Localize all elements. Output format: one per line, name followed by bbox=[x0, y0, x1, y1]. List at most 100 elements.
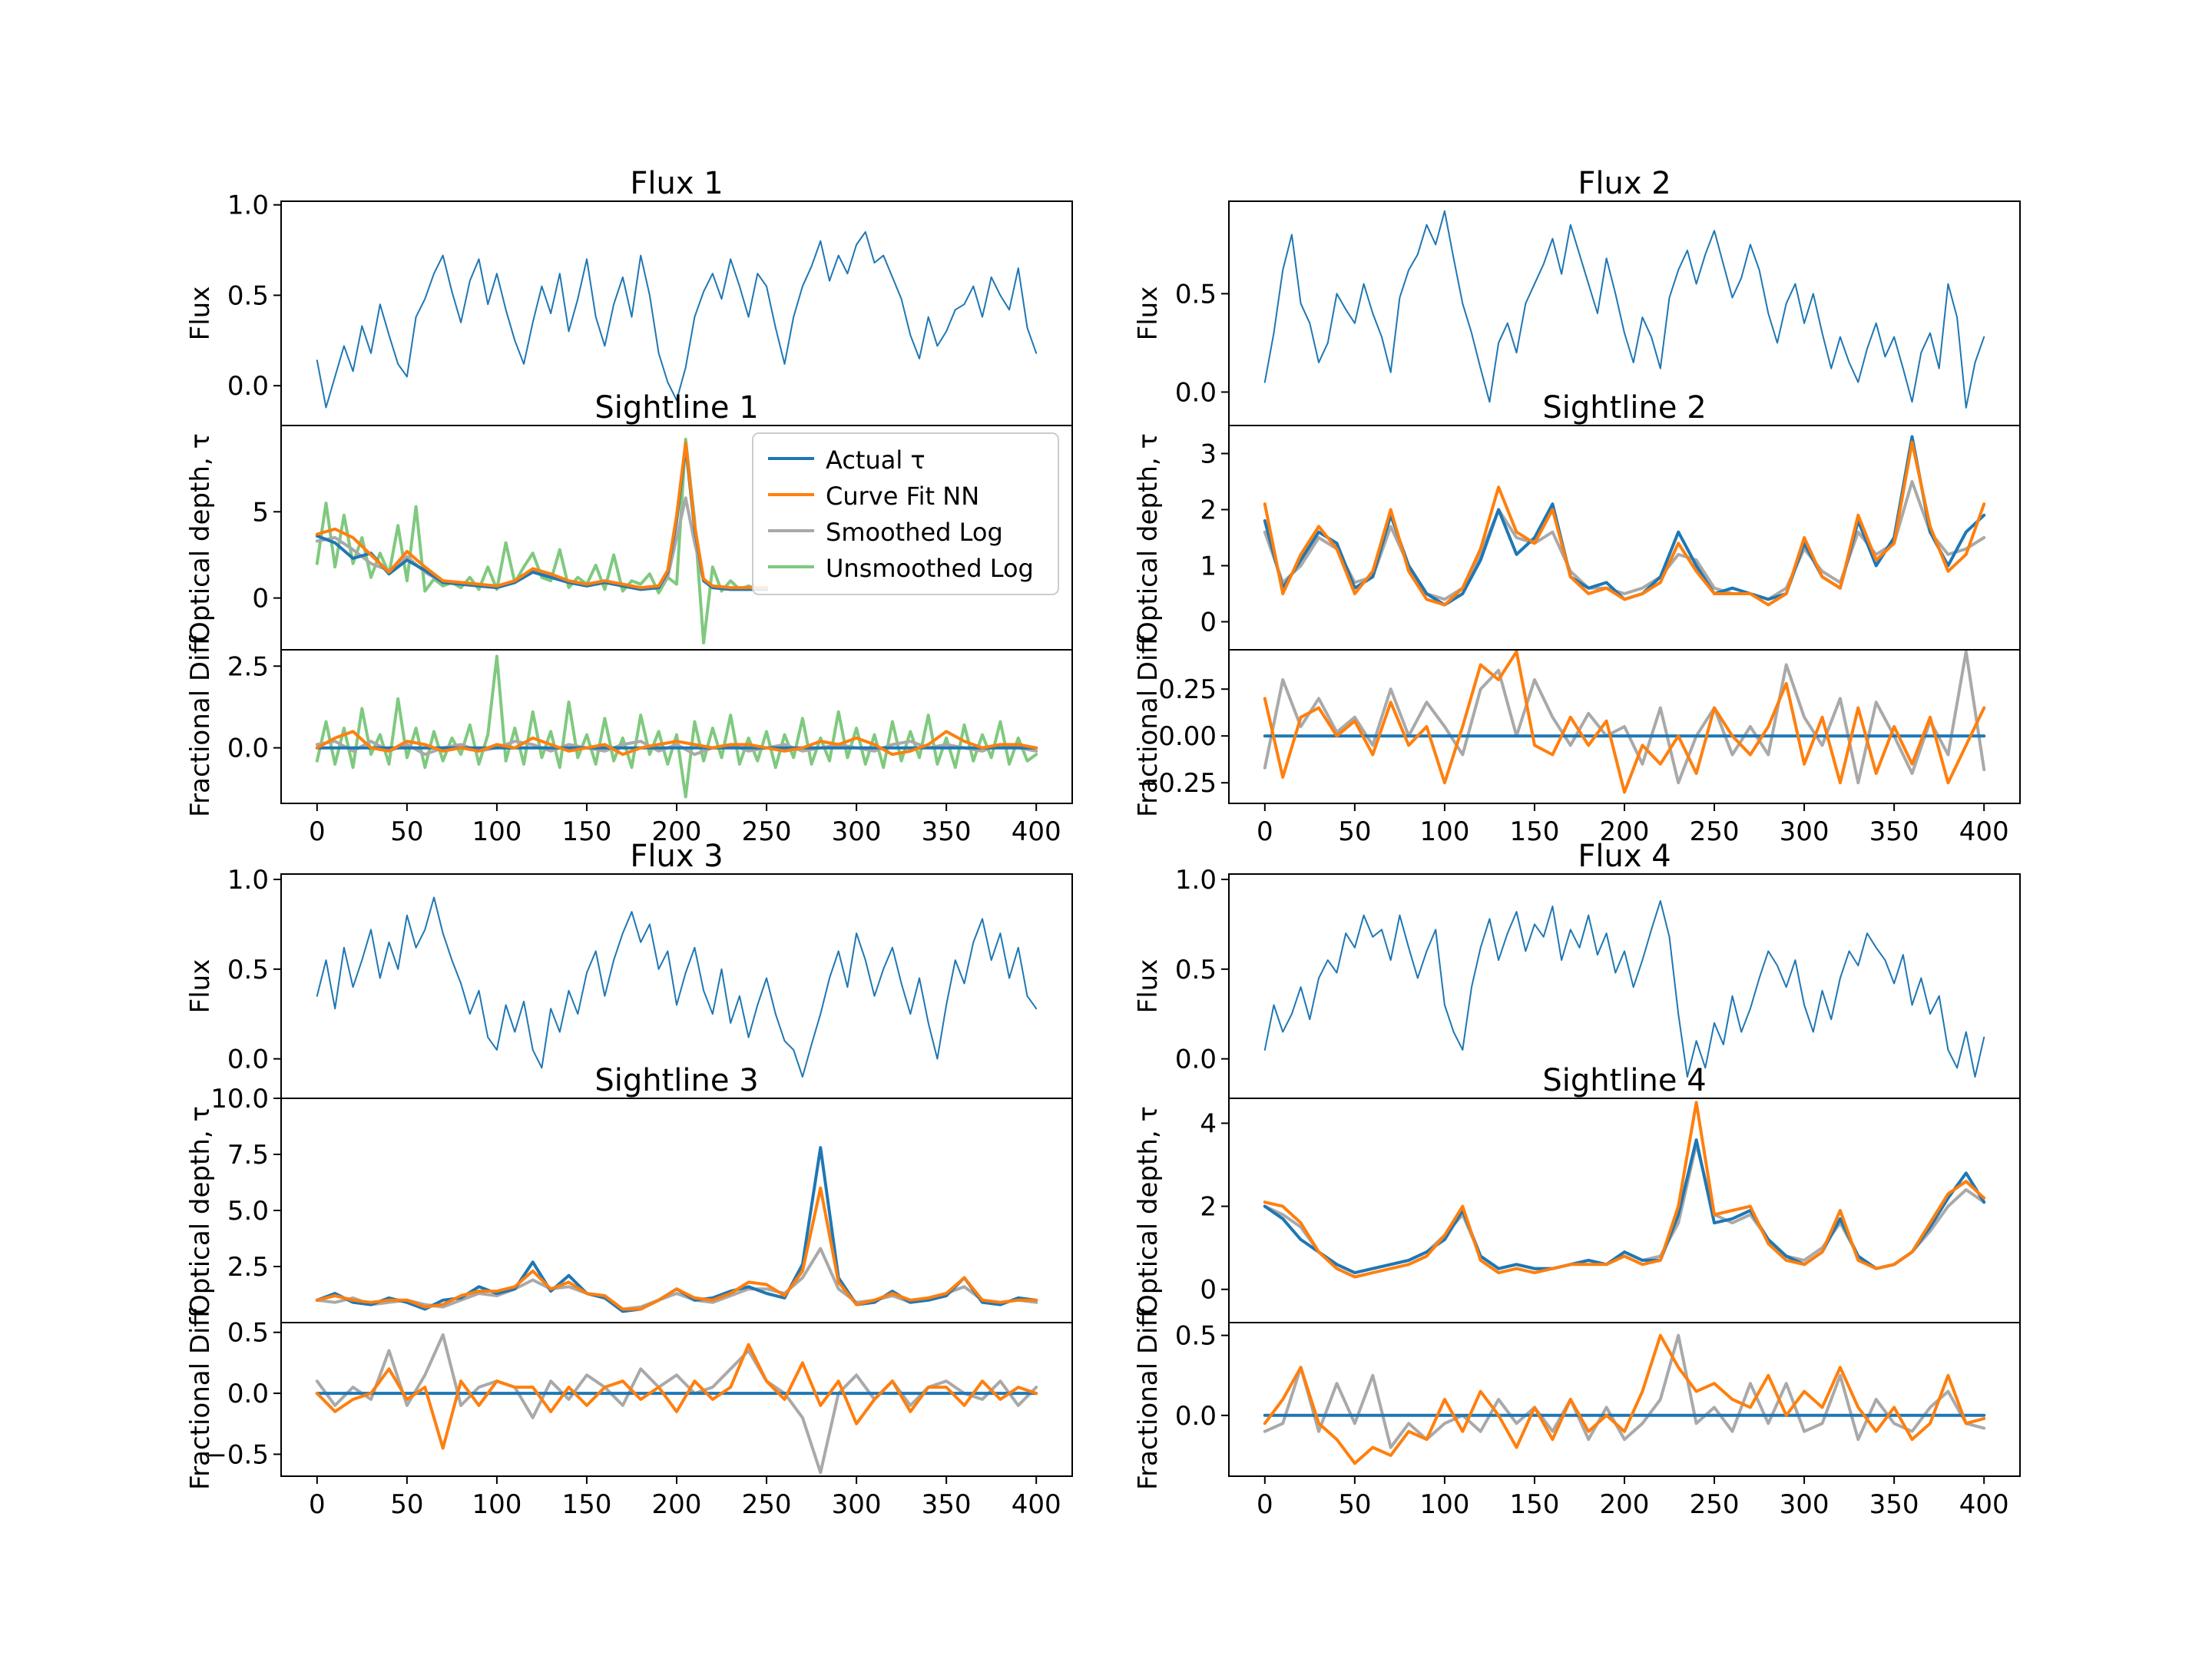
panel-title: Flux 1 bbox=[630, 166, 723, 201]
legend-label-smoothed: Smoothed Log bbox=[826, 518, 1003, 547]
y-axis-label: Fractional Diff bbox=[185, 634, 216, 816]
y-tick-label: 3 bbox=[1200, 439, 1217, 470]
y-tick-label: 0.5 bbox=[227, 955, 269, 985]
x-tick-label: 300 bbox=[1780, 1489, 1830, 1520]
series-line-flux bbox=[1263, 210, 1985, 409]
x-tick-label: 0 bbox=[1257, 816, 1273, 847]
panel-title: Sightline 3 bbox=[594, 1063, 758, 1098]
y-axis-label: Optical depth, τ bbox=[1133, 433, 1164, 642]
y-tick-label: 2 bbox=[1200, 1192, 1217, 1223]
y-tick-label: 2 bbox=[1200, 495, 1217, 526]
y-axis-label: Flux bbox=[1133, 959, 1164, 1014]
y-axis-label: Flux bbox=[1133, 286, 1164, 341]
y-tick-label: 0.0 bbox=[227, 371, 269, 402]
x-tick-label: 300 bbox=[832, 1489, 882, 1520]
y-tick-label: 0.5 bbox=[1175, 279, 1217, 310]
x-tick-label: 200 bbox=[1600, 1489, 1650, 1520]
series-group bbox=[1263, 650, 1986, 794]
panel-title: Sightline 1 bbox=[594, 390, 758, 426]
series-group bbox=[315, 1333, 1038, 1475]
series-line-actual- bbox=[1263, 1138, 1986, 1275]
y-tick-label: 0.00 bbox=[1158, 721, 1217, 752]
y-tick-label: 1.0 bbox=[1175, 865, 1217, 896]
x-tick-label: 350 bbox=[922, 1489, 972, 1520]
y-tick-label: 0.5 bbox=[1175, 955, 1217, 985]
series-line-flux bbox=[1263, 900, 1985, 1078]
x-tick-label: 250 bbox=[742, 1489, 792, 1520]
y-tick-label: 0.0 bbox=[1175, 377, 1217, 408]
y-tick-label: 0.0 bbox=[227, 1045, 269, 1075]
x-tick-label: 50 bbox=[1338, 816, 1371, 847]
legend-label-nn: Curve Fit NN bbox=[826, 482, 979, 511]
panel-12: 0.0 0.5 0 50 100 150 200 250 300 350 400 Fractional… bbox=[1133, 1307, 2021, 1520]
x-tick-label: 0 bbox=[309, 1489, 326, 1520]
series-line-curve-fit-nn bbox=[1263, 1333, 1986, 1465]
y-tick-label: 0.0 bbox=[227, 1379, 269, 1409]
y-tick-label: 1 bbox=[1200, 551, 1217, 582]
panels: 0.0 0.5 1.0 Flux 1 Flux 0 5 Sightline 1 Optical … bbox=[185, 166, 2021, 1520]
x-tick-label: 300 bbox=[1780, 816, 1830, 847]
x-tick-label: 150 bbox=[562, 816, 612, 847]
x-tick-label: 350 bbox=[922, 816, 972, 847]
series-group bbox=[1263, 435, 1986, 607]
series-group bbox=[1263, 1101, 1986, 1279]
panel-4: 0.0 0.5 Flux 2 Flux bbox=[1133, 166, 2021, 426]
y-tick-label: 0.5 bbox=[227, 280, 269, 311]
x-tick-label: 100 bbox=[1419, 1489, 1469, 1520]
legend-label-actual: Actual τ bbox=[826, 445, 926, 475]
series-group bbox=[1263, 210, 1985, 409]
series-line-curve-fit-nn bbox=[1263, 440, 1986, 607]
panel-5: 0 1 2 3 Sightline 2 Optical depth, τ bbox=[1133, 390, 2021, 651]
y-tick-label: 0.0 bbox=[1175, 1045, 1217, 1075]
y-tick-label: 0.5 bbox=[1175, 1321, 1217, 1352]
legend-box bbox=[752, 432, 1059, 595]
panel-9: −0.5 0.0 0.5 0 50 100 150 200 250 300 350 400 Fracti… bbox=[185, 1307, 1073, 1520]
panel-2: 0 5 Sightline 1 Optical depth, τ bbox=[185, 390, 1073, 651]
x-tick-label: 250 bbox=[1690, 816, 1740, 847]
y-tick-label: −0.25 bbox=[1137, 768, 1217, 799]
y-tick-label: 0.0 bbox=[227, 733, 269, 764]
x-tick-label: 250 bbox=[742, 816, 792, 847]
x-tick-label: 100 bbox=[472, 1489, 522, 1520]
x-tick-label: 250 bbox=[1690, 1489, 1740, 1520]
y-tick-label: 7.5 bbox=[227, 1140, 269, 1171]
y-tick-label: 0.25 bbox=[1158, 674, 1217, 705]
series-group bbox=[316, 896, 1038, 1078]
y-tick-label: −0.5 bbox=[205, 1439, 269, 1470]
x-tick-label: 50 bbox=[390, 816, 423, 847]
series-line-smoothed-log bbox=[1263, 1333, 1986, 1449]
x-tick-label: 100 bbox=[1419, 816, 1469, 847]
y-tick-label: 0 bbox=[1200, 1275, 1217, 1306]
panel-title: Flux 3 bbox=[630, 839, 723, 874]
x-tick-label: 50 bbox=[1338, 1489, 1371, 1520]
y-tick-label: 4 bbox=[1200, 1108, 1217, 1139]
y-tick-label: 5.0 bbox=[227, 1196, 269, 1227]
x-tick-label: 0 bbox=[1257, 1489, 1273, 1520]
y-axis-label: Optical depth, τ bbox=[185, 433, 216, 642]
x-tick-label: 0 bbox=[309, 816, 326, 847]
y-tick-label: 1.0 bbox=[227, 190, 269, 221]
series-line-curve-fit-nn bbox=[315, 730, 1038, 757]
y-axis-label: Fractional Diff bbox=[1133, 1307, 1164, 1489]
panel-7: 0.0 0.5 1.0 Flux 3 Flux bbox=[185, 839, 1073, 1099]
x-tick-label: 300 bbox=[832, 816, 882, 847]
y-tick-label: 5 bbox=[252, 497, 269, 528]
y-tick-label: 0 bbox=[252, 584, 269, 614]
series-group bbox=[315, 438, 768, 644]
x-tick-label: 150 bbox=[1510, 1489, 1560, 1520]
panel-3: 0.0 2.5 0 50 100 150 200 250 300 350 400 Fractional… bbox=[185, 634, 1073, 847]
y-tick-label: 2.5 bbox=[227, 1252, 269, 1283]
x-tick-label: 350 bbox=[1869, 1489, 1919, 1520]
y-axis-label: Fractional Diff bbox=[1133, 634, 1164, 816]
series-group bbox=[315, 1146, 1038, 1313]
x-tick-label: 200 bbox=[1600, 816, 1650, 847]
x-tick-label: 150 bbox=[562, 1489, 612, 1520]
panel-title: Flux 2 bbox=[1578, 166, 1671, 201]
panel-8: 2.5 5.0 7.5 10.0 Sightline 3 Optical depth, τ bbox=[185, 1063, 1073, 1323]
x-tick-label: 350 bbox=[1869, 816, 1919, 847]
series-group bbox=[1263, 900, 1985, 1078]
series-line-flux bbox=[316, 231, 1038, 409]
series-line-curve-fit-nn bbox=[1263, 1101, 1986, 1279]
series-line-curve-fit-nn bbox=[1263, 650, 1986, 794]
series-group bbox=[315, 654, 1038, 799]
